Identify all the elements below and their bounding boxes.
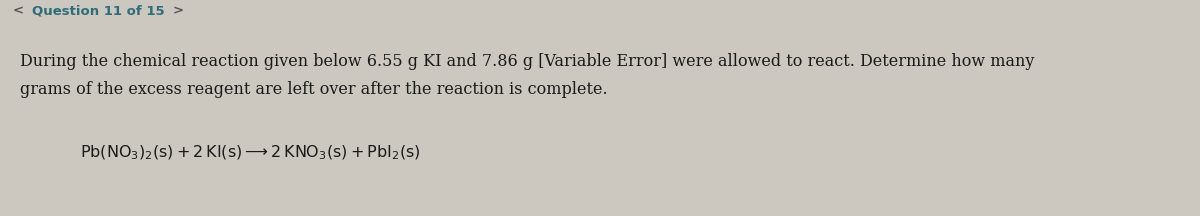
- Text: >: >: [173, 5, 184, 17]
- Text: <: <: [12, 5, 24, 17]
- Text: During the chemical reaction given below 6.55 g KI and 7.86 g [Variable Error] w: During the chemical reaction given below…: [20, 53, 1034, 70]
- Text: grams of the excess reagent are left over after the reaction is complete.: grams of the excess reagent are left ove…: [20, 81, 607, 98]
- Text: $\mathrm{Pb(NO_3)_2(s) + 2\,KI(s) \longrightarrow 2\,KNO_3(s) + PbI_2(s)}$: $\mathrm{Pb(NO_3)_2(s) + 2\,KI(s) \longr…: [80, 144, 420, 162]
- Text: Question 11 of 15: Question 11 of 15: [32, 5, 164, 17]
